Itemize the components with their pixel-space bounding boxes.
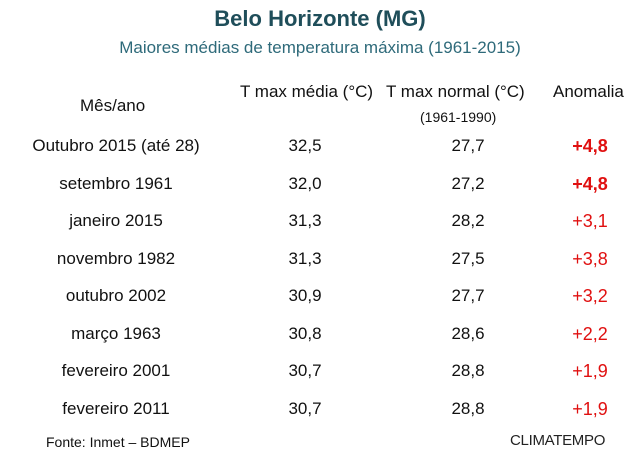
row-month: março 1963 (71, 324, 161, 343)
row-tmax: 32,5 (288, 136, 322, 155)
row-anomaly: +1,9 (572, 399, 608, 419)
row-tmax: 31,3 (288, 211, 322, 230)
chart-subtitle: Maiores médias de temperatura máxima (19… (119, 38, 521, 57)
row-normal: 28,8 (451, 361, 485, 380)
row-month: setembro 1961 (59, 174, 173, 193)
source-note: Fonte: Inmet – BDMEP (46, 434, 190, 450)
column-header-normal: T max normal (°C) (386, 82, 525, 101)
row-tmax: 32,0 (288, 174, 322, 193)
row-month: fevereiro 2001 (61, 361, 171, 380)
column-header-normal-period: (1961-1990) (420, 109, 497, 125)
row-normal: 28,8 (451, 399, 485, 418)
row-month: outubro 2002 (65, 286, 167, 305)
row-month: novembro 1982 (56, 249, 176, 268)
column-header-anomaly: Anomalia (553, 82, 624, 101)
row-anomaly: +4,8 (572, 174, 608, 194)
row-anomaly: +4,8 (572, 136, 608, 156)
row-tmax: 30,7 (288, 399, 322, 418)
row-normal: 28,6 (451, 324, 485, 343)
row-normal: 27,5 (451, 249, 485, 268)
row-normal: 28,2 (451, 211, 485, 230)
row-anomaly: +3,2 (572, 286, 608, 306)
row-month: fevereiro 2011 (62, 399, 170, 418)
row-normal: 27,2 (451, 174, 485, 193)
column-header-tmax: T max média (°C) (240, 82, 374, 101)
row-anomaly: +2,2 (572, 324, 608, 344)
row-normal: 27,7 (451, 286, 485, 305)
row-anomaly: +3,1 (572, 211, 608, 231)
row-month: janeiro 2015 (69, 211, 163, 230)
row-anomaly: +3,8 (572, 249, 608, 269)
row-normal: 27,7 (451, 136, 485, 155)
row-tmax: 30,7 (288, 361, 322, 380)
row-tmax: 31,3 (288, 249, 322, 268)
row-tmax: 30,9 (288, 286, 322, 305)
chart-title: Belo Horizonte (MG) (214, 6, 426, 31)
climatempo-logo: CLIMATEMPO (510, 432, 606, 449)
column-header-month: Mês/ano (80, 96, 146, 115)
row-month: Outubro 2015 (até 28) (32, 136, 200, 155)
row-anomaly: +1,9 (572, 361, 608, 381)
row-tmax: 30,8 (288, 324, 322, 343)
